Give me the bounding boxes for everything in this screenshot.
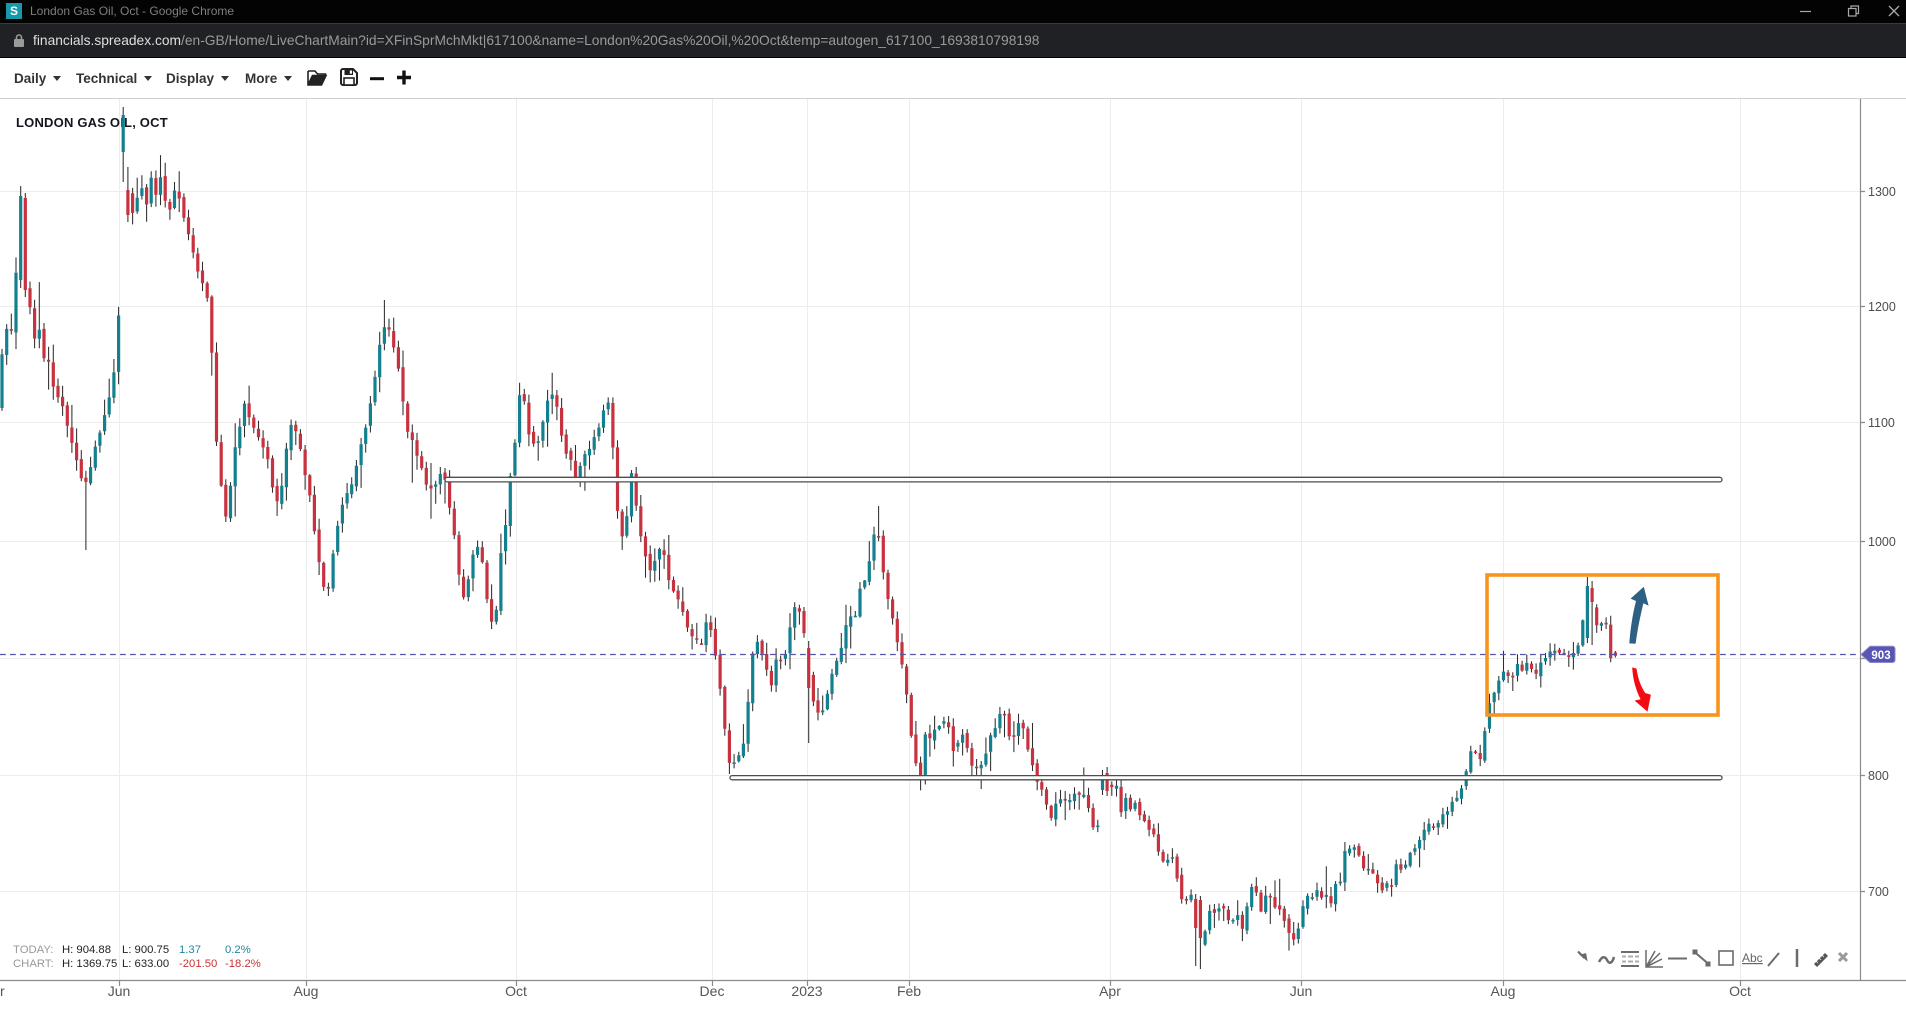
svg-text:1200: 1200 xyxy=(1868,300,1896,314)
svg-text:800: 800 xyxy=(1868,769,1889,783)
svg-text:L: 633.00: L: 633.00 xyxy=(122,958,169,970)
svg-text:Apr: Apr xyxy=(1099,983,1121,999)
svg-text:2023: 2023 xyxy=(791,983,822,999)
svg-text:CHART:: CHART: xyxy=(13,958,54,970)
svg-text:Dec: Dec xyxy=(700,983,725,999)
svg-text:Jun: Jun xyxy=(1290,983,1313,999)
svg-text:Aug: Aug xyxy=(1491,983,1516,999)
svg-text:1000: 1000 xyxy=(1868,535,1896,549)
svg-text:0.2%: 0.2% xyxy=(225,944,251,956)
svg-text:700: 700 xyxy=(1868,885,1889,899)
svg-text:Oct: Oct xyxy=(505,983,527,999)
svg-text:1300: 1300 xyxy=(1868,185,1896,199)
svg-text:LONDON GAS OIL, OCT: LONDON GAS OIL, OCT xyxy=(16,115,168,130)
svg-text:Jun: Jun xyxy=(108,983,131,999)
svg-text:TODAY:: TODAY: xyxy=(13,944,53,956)
svg-text:H: 1369.75: H: 1369.75 xyxy=(62,958,117,970)
svg-text:1.37: 1.37 xyxy=(179,944,201,956)
svg-text:1100: 1100 xyxy=(1868,416,1895,430)
svg-text:-201.50: -201.50 xyxy=(179,958,217,970)
svg-text:Aug: Aug xyxy=(294,983,319,999)
svg-text:Feb: Feb xyxy=(897,983,921,999)
svg-text:-18.2%: -18.2% xyxy=(225,958,261,970)
svg-text:H: 904.88: H: 904.88 xyxy=(62,944,111,956)
svg-text:r: r xyxy=(0,983,5,999)
svg-text:903: 903 xyxy=(1871,650,1890,662)
svg-text:Oct: Oct xyxy=(1729,983,1751,999)
svg-text:L: 900.75: L: 900.75 xyxy=(122,944,169,956)
svg-text:Abc: Abc xyxy=(1742,951,1763,965)
